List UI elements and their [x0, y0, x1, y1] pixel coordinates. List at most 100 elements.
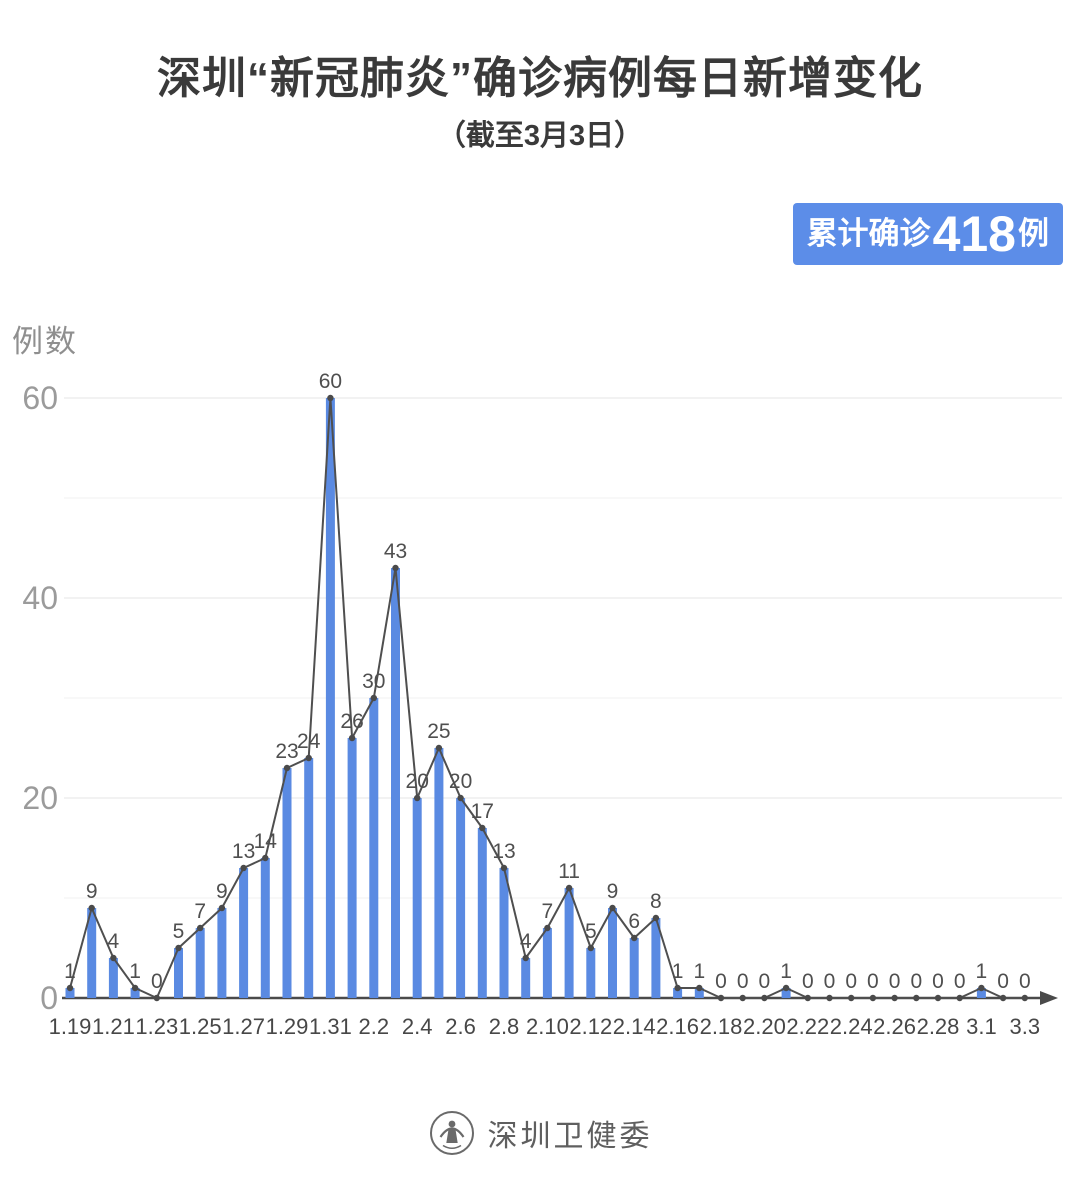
- value-label-2.15: 8: [650, 890, 662, 913]
- bar-2.9: [521, 958, 531, 998]
- bar-1.28: [260, 858, 270, 998]
- point-3.1: [978, 984, 985, 992]
- bar-3.1: [976, 988, 986, 998]
- x-tick-label-2.2: 2.2: [359, 1014, 390, 1039]
- point-2.21: [782, 984, 790, 992]
- bar-1.31: [325, 398, 335, 998]
- x-tick-label-3.1: 3.1: [966, 1014, 997, 1039]
- point-2.8: [500, 864, 508, 872]
- x-tick-label-2.16: 2.16: [656, 1014, 699, 1039]
- bar-1.27: [239, 868, 249, 998]
- value-label-2.11: 11: [558, 860, 580, 883]
- value-label-2.5: 25: [427, 720, 450, 743]
- bar-2.3: [391, 568, 400, 998]
- value-label-2.12: 5: [585, 920, 597, 943]
- bar-2.2: [369, 698, 379, 998]
- point-2.19: [739, 994, 746, 1002]
- page-title: 深圳“新冠肺炎”确诊病例每日新增变化: [157, 54, 923, 103]
- value-label-2.18: 0: [715, 970, 727, 993]
- bar-1.20: [87, 908, 97, 998]
- point-2.15: [652, 914, 660, 922]
- value-label-2.23: 0: [824, 970, 836, 993]
- point-2.11: [565, 884, 573, 892]
- bar-2.13: [608, 908, 617, 998]
- point-2.13: [609, 904, 616, 912]
- point-3.2: [999, 994, 1007, 1002]
- point-2.28: [934, 994, 942, 1002]
- cumulative-total-badge: 累计确诊 418 例: [792, 203, 1063, 265]
- value-label-2.6: 20: [449, 770, 472, 793]
- x-tick-label-1.31: 1.31: [309, 1014, 352, 1039]
- value-label-2.25: 0: [867, 970, 879, 993]
- x-tick-label-1.23: 1.23: [135, 1014, 178, 1039]
- value-label-3.3: 0: [1019, 970, 1031, 993]
- bar-2.16: [673, 988, 683, 998]
- point-2.22: [804, 994, 811, 1002]
- point-2.29: [956, 994, 963, 1002]
- bar-1.22: [130, 988, 140, 998]
- point-1.22: [131, 984, 139, 992]
- y-tick-label-0: 0: [40, 980, 58, 1016]
- x-tick-label-2.18: 2.18: [700, 1014, 743, 1039]
- x-tick-label-2.22: 2.22: [786, 1014, 829, 1039]
- bar-2.8: [499, 868, 509, 998]
- point-1.31: [327, 394, 334, 402]
- logo-arms-arc: [439, 1127, 464, 1138]
- x-tick-label-2.26: 2.26: [873, 1014, 916, 1039]
- value-label-2.27: 0: [910, 970, 922, 993]
- value-label-2.19: 0: [737, 970, 749, 993]
- value-label-2.8: 13: [492, 840, 515, 863]
- x-tick-label-3.3: 3.3: [1010, 1014, 1041, 1039]
- point-2.20: [761, 994, 768, 1002]
- bar-2.17: [694, 988, 704, 998]
- point-2.4: [414, 794, 421, 802]
- point-1.30: [305, 754, 312, 762]
- value-label-1.30: 24: [297, 730, 321, 753]
- value-label-2.29: 0: [954, 970, 966, 993]
- value-label-1.23: 0: [151, 970, 163, 993]
- value-label-2.2: 30: [362, 670, 385, 693]
- value-label-1.20: 9: [86, 880, 98, 903]
- value-label-1.26: 9: [216, 880, 228, 903]
- bar-2.10: [542, 928, 552, 998]
- bar-2.14: [629, 938, 639, 998]
- value-label-2.20: 0: [759, 970, 771, 993]
- badge-prefix: 累计确诊: [806, 216, 931, 251]
- value-label-1.22: 1: [129, 960, 141, 983]
- point-1.23: [153, 994, 160, 1002]
- value-label-1.29: 23: [275, 740, 298, 763]
- value-label-2.1: 26: [340, 710, 363, 733]
- point-2.25: [869, 994, 877, 1002]
- shenzhen-health-commission-logo: [429, 1111, 474, 1155]
- badge-suffix: 例: [1018, 216, 1049, 251]
- bar-1.21: [108, 958, 118, 998]
- logo-figure-body: [445, 1129, 458, 1143]
- x-tick-label-1.25: 1.25: [179, 1014, 222, 1039]
- page-subtitle: （截至3月3日）: [436, 120, 644, 152]
- value-label-2.24: 0: [845, 970, 857, 993]
- value-label-1.19: 1: [64, 960, 76, 983]
- value-label-2.17: 1: [693, 960, 705, 983]
- value-label-2.26: 0: [889, 970, 901, 993]
- point-2.10: [544, 924, 551, 932]
- y-axis-title: 例数: [12, 324, 78, 359]
- value-label-2.14: 6: [628, 910, 640, 933]
- point-1.25: [197, 924, 204, 932]
- point-1.26: [218, 904, 226, 912]
- point-1.27: [240, 864, 247, 872]
- point-1.24: [175, 944, 182, 952]
- value-label-3.1: 1: [976, 960, 988, 983]
- x-tick-label-1.29: 1.29: [266, 1014, 309, 1039]
- point-2.27: [913, 994, 920, 1002]
- value-label-2.10: 7: [542, 900, 554, 923]
- logo-figure-head: [448, 1120, 455, 1128]
- bar-2.11: [564, 888, 574, 998]
- bar-2.15: [651, 918, 661, 998]
- bar-2.6: [456, 798, 466, 998]
- point-1.20: [88, 904, 95, 912]
- x-tick-label-2.10: 2.10: [526, 1014, 569, 1039]
- x-tick-label-2.20: 2.20: [743, 1014, 786, 1039]
- bar-1.29: [282, 768, 292, 998]
